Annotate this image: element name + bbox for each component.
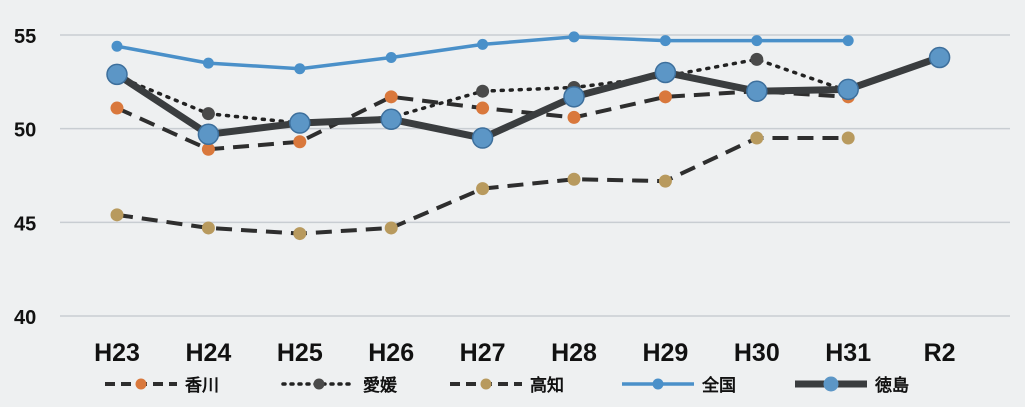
legend-swatch-marker: [480, 378, 492, 390]
series-point: [750, 131, 764, 145]
series-line: [116, 136, 849, 236]
series-point: [751, 35, 763, 47]
series-point: [841, 131, 855, 145]
y-tick-label: 40: [14, 307, 36, 329]
x-tick-label: H29: [642, 339, 688, 367]
series-2: [110, 131, 855, 241]
series-point: [837, 78, 859, 101]
series-point: [654, 61, 677, 84]
legend-swatch-marker: [313, 378, 325, 390]
series-layer: [106, 31, 951, 241]
legend-swatch-marker: [823, 376, 839, 392]
series-point: [110, 101, 124, 115]
series-point: [111, 40, 123, 52]
series-point: [201, 142, 215, 156]
grid-layer: [60, 34, 1010, 317]
series-point: [750, 52, 764, 66]
series-point: [476, 182, 490, 196]
y-tick-label: 50: [14, 120, 36, 142]
legend-item: 全国: [622, 375, 736, 396]
x-tick-label: H26: [368, 339, 414, 367]
series-point: [201, 221, 215, 235]
legend-item: 香川: [105, 376, 219, 396]
series-line: [115, 54, 941, 142]
series-point: [746, 80, 768, 102]
y-tick-label: 55: [14, 26, 36, 48]
x-tick-label: H23: [94, 339, 140, 367]
series-point: [384, 90, 398, 104]
x-tick-label: H28: [551, 339, 597, 367]
x-tick-label: H30: [734, 339, 780, 367]
series-point: [293, 135, 307, 149]
legend-swatch-marker: [652, 378, 664, 390]
series-point: [476, 101, 490, 115]
legend-label: 高知: [530, 375, 564, 396]
series-point: [842, 35, 854, 47]
legend-item: 愛媛: [281, 375, 398, 396]
series-point: [659, 35, 671, 47]
series-point: [110, 208, 124, 222]
series-point: [568, 31, 580, 43]
x-tick-label: H31: [825, 339, 871, 367]
series-point: [658, 174, 672, 188]
x-axis: H23 H24 H25 H26 H27 H28 H29 H30 H31 R2: [94, 339, 956, 367]
series-point: [106, 63, 128, 86]
legend-label: 徳島: [874, 375, 909, 396]
y-tick-label: 45: [14, 213, 36, 235]
series-3: [111, 31, 854, 75]
legend: 香川 愛媛 高知 全国 徳島: [105, 375, 909, 396]
legend-label: 香川: [185, 376, 219, 396]
series-point: [567, 110, 581, 124]
series-point: [928, 46, 951, 69]
legend-item: 高知: [450, 375, 564, 396]
series-point: [384, 221, 398, 235]
series-point: [201, 107, 215, 121]
legend-item: 徳島: [795, 375, 909, 396]
series-point: [471, 127, 494, 149]
series-point: [202, 57, 214, 69]
y-axis: 40 45 50 55: [14, 26, 36, 329]
series-point: [385, 51, 397, 63]
series-point: [476, 84, 490, 98]
series-point: [294, 63, 306, 75]
series-point: [563, 86, 585, 108]
series-4: [106, 46, 951, 149]
series-point: [289, 112, 311, 134]
series-point: [477, 38, 489, 50]
legend-swatch-marker: [135, 378, 147, 390]
series-point: [567, 172, 581, 186]
series-point: [293, 227, 307, 241]
series-point: [197, 123, 220, 146]
x-tick-label: R2: [924, 339, 956, 367]
x-tick-label: H24: [185, 339, 231, 367]
x-tick-label: H25: [277, 339, 323, 367]
x-tick-label: H27: [460, 339, 506, 367]
series-point: [658, 90, 672, 104]
legend-label: 全国: [701, 375, 736, 396]
legend-label: 愛媛: [363, 375, 398, 396]
series-point: [380, 108, 402, 131]
